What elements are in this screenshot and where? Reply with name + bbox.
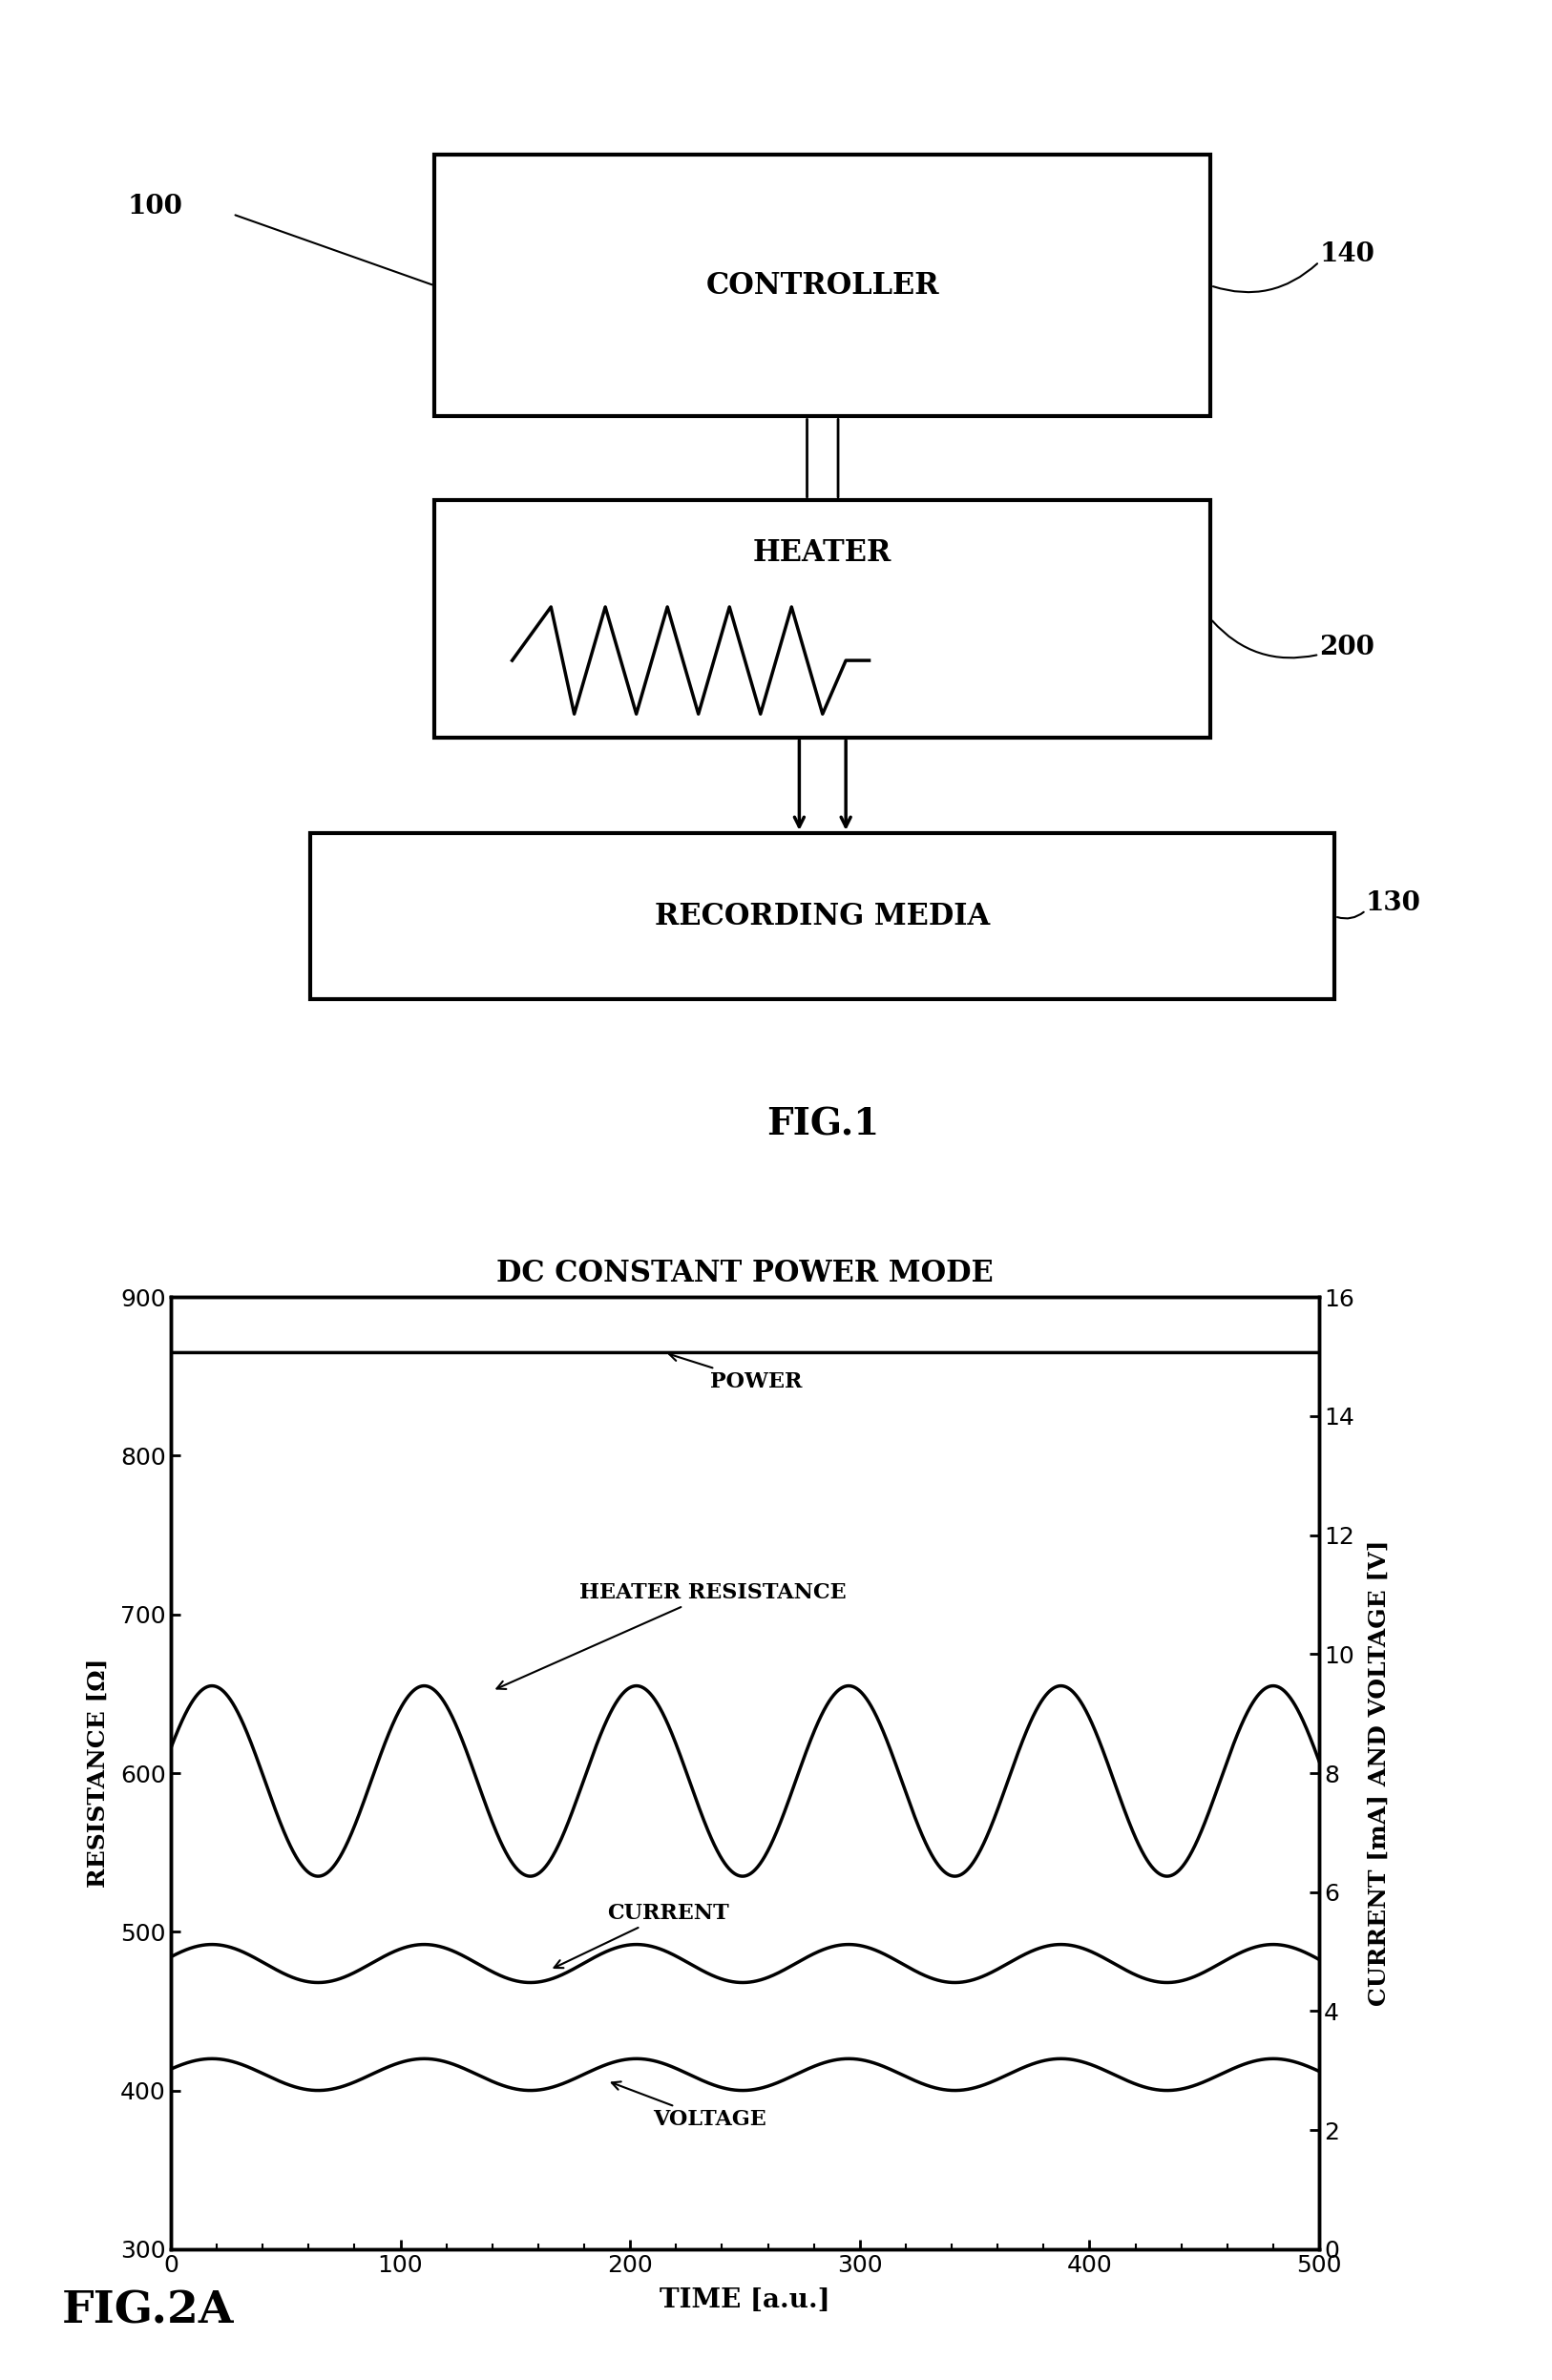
X-axis label: TIME [a.u.]: TIME [a.u.] xyxy=(660,2287,830,2313)
Text: 100: 100 xyxy=(127,195,183,219)
Text: FIG.1: FIG.1 xyxy=(767,1107,878,1142)
Text: RECORDING MEDIA: RECORDING MEDIA xyxy=(655,902,990,931)
Text: HEATER RESISTANCE: HEATER RESISTANCE xyxy=(497,1583,846,1690)
FancyBboxPatch shape xyxy=(435,500,1211,738)
Text: HEATER: HEATER xyxy=(753,538,892,569)
Text: 130: 130 xyxy=(1366,890,1422,916)
Y-axis label: RESISTANCE [Ω]: RESISTANCE [Ω] xyxy=(87,1659,110,1887)
Text: 200: 200 xyxy=(1319,635,1375,659)
FancyBboxPatch shape xyxy=(435,155,1211,416)
Text: CONTROLLER: CONTROLLER xyxy=(706,271,939,300)
Text: CURRENT: CURRENT xyxy=(554,1904,729,1968)
Text: POWER: POWER xyxy=(669,1352,802,1392)
Text: VOLTAGE: VOLTAGE xyxy=(611,2082,767,2130)
Y-axis label: CURRENT [mA] AND VOLTAGE [V]: CURRENT [mA] AND VOLTAGE [V] xyxy=(1367,1540,1391,2006)
Text: FIG.2A: FIG.2A xyxy=(62,2290,234,2332)
Text: 140: 140 xyxy=(1319,243,1375,267)
FancyBboxPatch shape xyxy=(310,833,1335,1000)
Title: DC CONSTANT POWER MODE: DC CONSTANT POWER MODE xyxy=(497,1259,993,1288)
